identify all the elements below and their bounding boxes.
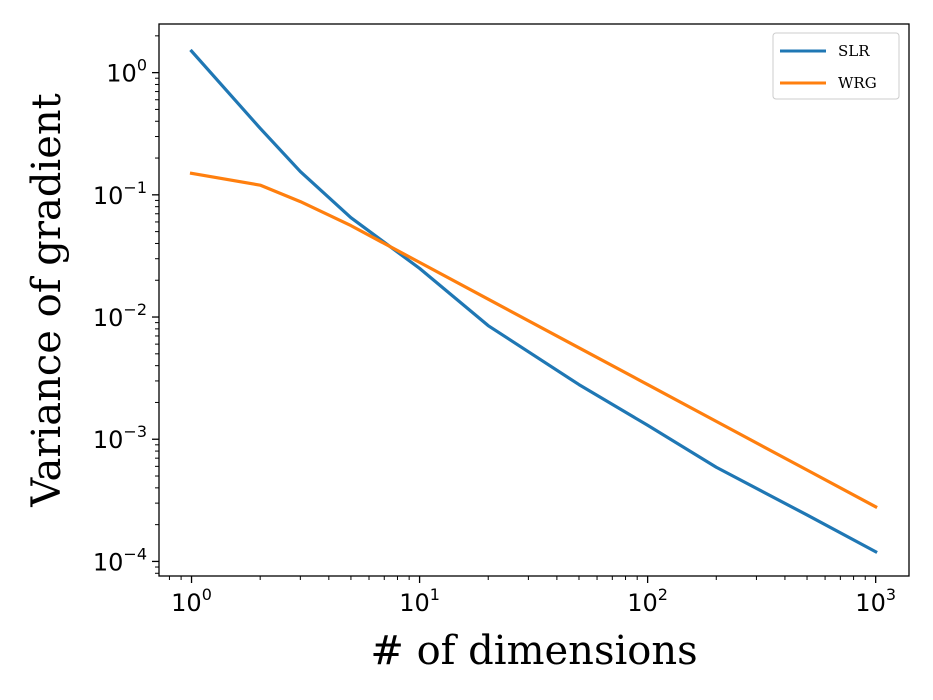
y-tick-label: 100 (106, 56, 147, 88)
x-axis-title: # of dimensions (370, 628, 697, 674)
series-line-wrg (189, 171, 878, 509)
series-layer (189, 48, 878, 554)
tick-layer: 100 101 102 103 100 10−1 10−2 10−3 10−4 (93, 35, 896, 617)
legend-label-wrg: WRG (838, 74, 877, 92)
y-axis-title: Variance of gradient (24, 93, 70, 507)
legend-label-slr: SLR (838, 42, 870, 60)
plot-frame (158, 23, 910, 577)
x-tick-label: 102 (627, 585, 668, 617)
x-tick-label: 100 (171, 585, 212, 617)
y-tick-label: 10−3 (93, 422, 147, 454)
legend: SLR WRG (772, 32, 900, 100)
x-tick-label: 101 (399, 585, 440, 617)
y-tick-label: 10−1 (93, 178, 147, 210)
x-tick-label: 103 (855, 585, 896, 617)
series-line-slr (189, 48, 878, 554)
legend-box (772, 32, 900, 100)
y-tick-label: 10−4 (93, 544, 147, 576)
y-tick-label: 10−2 (93, 300, 147, 332)
